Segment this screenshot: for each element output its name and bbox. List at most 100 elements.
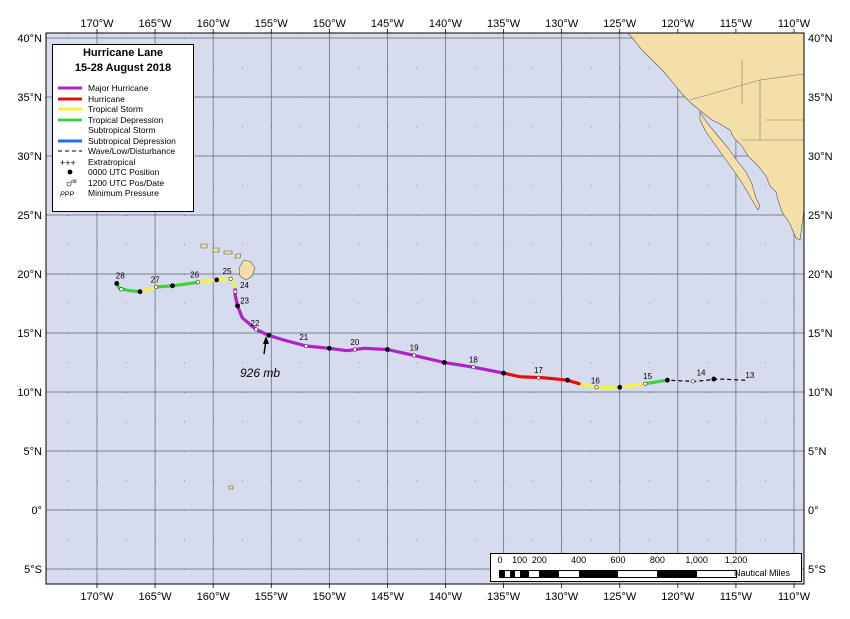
legend-label: Wave/Low/Disturbance (88, 146, 176, 156)
open-circle-icon: dd (58, 179, 82, 187)
dot-icon (58, 168, 82, 176)
lat-label-left: 5°N (24, 446, 43, 458)
svg-text:+++: +++ (60, 158, 76, 166)
lon-label-top: 110°W (778, 18, 811, 30)
lat-label-left: 40°N (17, 33, 42, 45)
lon-label-bottom: 110°W (778, 591, 811, 603)
axis-ticks: 170°W 170°W 165°W 165°W 160°W 160°W 155°W 155°W… (17, 18, 832, 603)
lat-label-right: 25°N (808, 210, 833, 222)
lon-label-top: 150°W (313, 18, 347, 30)
grid-dots (68, 38, 795, 570)
scale-label: 1,000 (685, 555, 708, 565)
legend-label: 1200 UTC Pos/Date (88, 177, 165, 188)
legend: Hurricane Lane 15-28 August 2018 Major H… (52, 44, 194, 212)
lon-label-bottom: 145°W (371, 591, 405, 603)
kauai (200, 243, 208, 249)
scale-segment (539, 571, 559, 577)
legend-label: Hurricane (88, 93, 125, 104)
lon-label-bottom: 150°W (313, 591, 347, 603)
date-label: 25 (223, 267, 232, 276)
track-segment-ts (196, 277, 237, 289)
position-1200utc (594, 385, 599, 390)
track-positions (114, 276, 717, 390)
track-segment-ts (138, 285, 158, 294)
legend-swatch-wave (58, 147, 82, 155)
lat-label-right: 0° (808, 505, 819, 517)
date-label: 16 (591, 377, 600, 386)
storm-name: Hurricane Lane (82, 47, 164, 59)
position-0000utc (501, 370, 506, 376)
scale-segment (509, 571, 515, 577)
date-label: 17 (534, 366, 543, 375)
lon-label-top: 160°W (197, 18, 231, 30)
scale-label: 100 (512, 555, 528, 565)
position-0000utc (137, 289, 143, 295)
scale-label: 400 (571, 555, 587, 565)
lat-label-right: 5°N (808, 446, 827, 458)
small-atoll (228, 485, 234, 490)
position-0000utc (266, 332, 272, 338)
legend-item: 0000 UTC Position (54, 167, 192, 178)
lon-label-bottom: 165°W (139, 591, 173, 603)
position-0000utc (565, 377, 570, 383)
position-1200utc (690, 379, 695, 384)
scale-segment (519, 571, 530, 577)
lon-label-top: 115°W (720, 18, 753, 30)
position-1200utc (643, 381, 648, 386)
lon-label-bottom: 170°W (80, 591, 114, 603)
hawaii-big-island (238, 259, 256, 281)
position-1200utc (304, 343, 309, 349)
track-segment-td (115, 281, 142, 294)
date-label: 15 (643, 372, 652, 381)
lat-label-right: 15°N (808, 328, 833, 340)
svg-text:PPP: PPP (60, 192, 74, 198)
legend-swatch-td (58, 116, 82, 124)
position-1200utc (154, 284, 159, 290)
scale-segment (578, 571, 618, 577)
lon-label-bottom: 130°W (545, 591, 579, 603)
lon-label-bottom: 135°W (487, 591, 521, 603)
lon-label-top: 155°W (255, 18, 289, 30)
lat-label-left: 20°N (17, 269, 42, 281)
min-pressure-annotation: 926 mb (240, 336, 280, 380)
date-label: 28 (116, 272, 125, 281)
position-1200utc (412, 353, 417, 358)
date-label: 18 (469, 356, 478, 365)
position-1200utc (471, 365, 476, 370)
legend-item: Tropical Depression (54, 115, 192, 126)
legend-swatch-hurricane (58, 95, 82, 103)
lon-label-bottom: 155°W (255, 591, 289, 603)
date-label: 26 (190, 271, 199, 280)
position-1200utc (254, 327, 259, 332)
date-label: 19 (410, 344, 419, 353)
dot-grid (68, 38, 795, 570)
lon-label-bottom: 125°W (603, 591, 637, 603)
lat-label-right: 10°N (808, 387, 833, 399)
lon-label-top: 125°W (603, 18, 637, 30)
track-segment-wave (667, 378, 746, 382)
position-0000utc (711, 376, 717, 382)
date-labels: 13 14 15 16 17 18 19 20 21 22 23 24 25 26 27 28 (116, 267, 755, 386)
lon-label-bottom: 160°W (197, 591, 231, 603)
track-segment-ts (577, 382, 647, 389)
position-1200utc (233, 289, 238, 294)
lon-label-bottom: 140°W (429, 591, 463, 603)
position-0000utc (235, 303, 240, 309)
scale-unit: Nautical Miles (734, 568, 791, 578)
legend-label: Minimum Pressure (88, 188, 159, 198)
lat-label-right: 30°N (808, 151, 833, 163)
legend-item: Tropical Storm (54, 104, 192, 115)
position-0000utc (214, 277, 220, 283)
scale-label: 600 (610, 555, 626, 565)
min-pressure-label: 926 mb (240, 366, 280, 380)
position-0000utc (326, 345, 332, 351)
track-segment-hurricane (502, 371, 581, 386)
legend-label: Subtropical Depression (88, 135, 176, 146)
lat-label-right: 20°N (808, 269, 833, 281)
position-0000utc (170, 283, 175, 289)
lat-label-left: 35°N (17, 92, 42, 104)
position-1200utc (119, 287, 124, 292)
pressure-arrow-head (263, 336, 269, 344)
scale-segment (657, 571, 697, 577)
